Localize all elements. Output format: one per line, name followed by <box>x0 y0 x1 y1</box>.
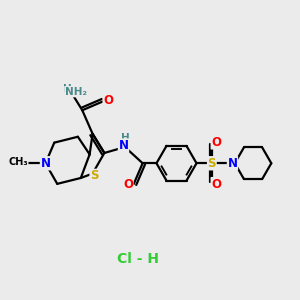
Text: S: S <box>208 157 216 170</box>
Text: Cl - H: Cl - H <box>117 252 159 266</box>
Text: S: S <box>90 169 99 182</box>
Text: O: O <box>211 178 221 191</box>
Text: N: N <box>118 139 128 152</box>
Text: NH₂: NH₂ <box>65 87 87 97</box>
Text: N: N <box>40 157 50 170</box>
Text: N: N <box>227 157 237 170</box>
Text: CH₃: CH₃ <box>8 157 28 167</box>
Text: H: H <box>121 133 130 143</box>
Text: O: O <box>103 94 113 107</box>
Text: O: O <box>211 136 221 149</box>
Text: O: O <box>123 178 133 191</box>
Text: H: H <box>63 84 72 94</box>
